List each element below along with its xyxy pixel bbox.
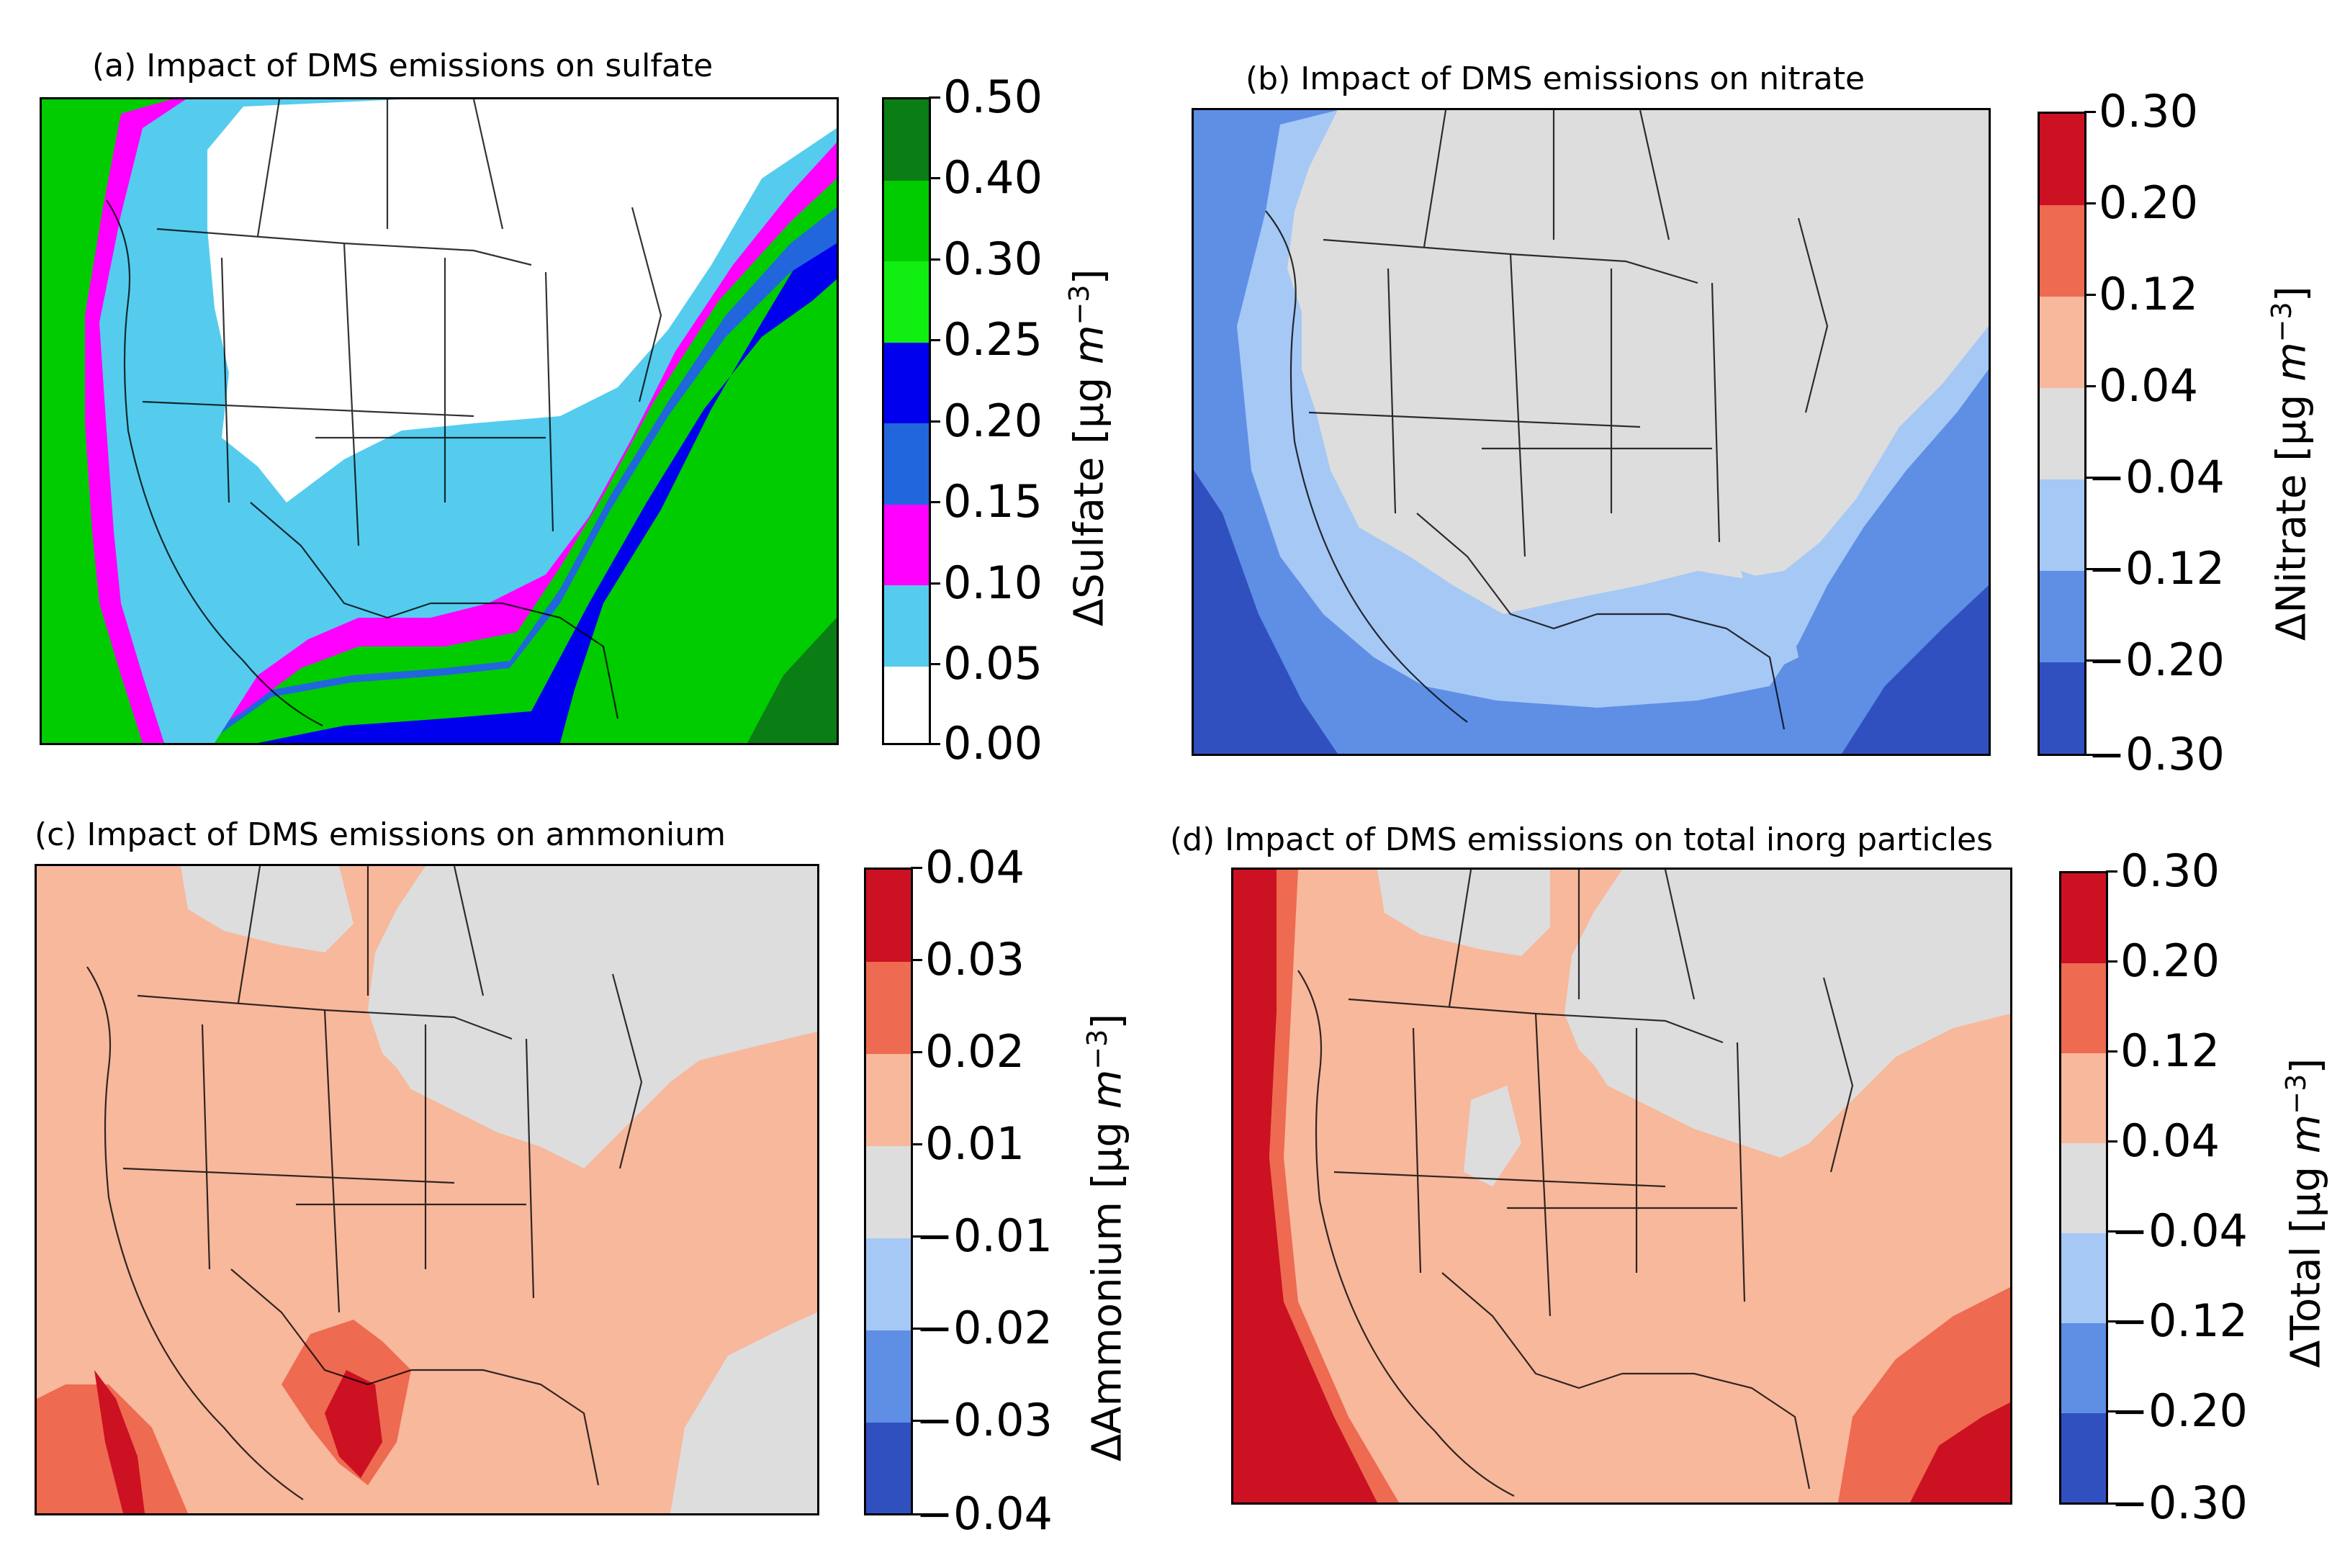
cbar-c-tick-label: −0.02	[916, 1302, 1053, 1354]
cbar-a-tick-label: 0.10	[943, 557, 1043, 609]
cbar-a-seg-6	[884, 504, 929, 585]
cbar-d-tick-label: 0.30	[2120, 844, 2220, 897]
cbar-d-seg-5	[2061, 1233, 2106, 1323]
cbar-a-seg-2	[884, 180, 929, 261]
cbar-b-seg-2	[2040, 205, 2084, 297]
cbar-a-tick-label: 0.25	[943, 313, 1043, 366]
cbar-c-tick-label: −0.01	[916, 1209, 1053, 1262]
cbar-a-tick-label: 0.40	[943, 151, 1043, 204]
cbar-d-tick-label: 0.12	[2120, 1024, 2220, 1077]
cbar-b-seg-6	[2040, 571, 2084, 662]
panel-c-map	[35, 864, 819, 1515]
cbar-b-tick-label: −0.30	[2088, 728, 2225, 780]
cbar-c-tick-label: −0.03	[916, 1394, 1053, 1446]
cbar-c-seg-1	[866, 870, 911, 962]
cbar-d-tick-label: 0.20	[2120, 934, 2220, 987]
cbar-d-tick-label: 0.04	[2120, 1114, 2220, 1167]
cbar-d-seg-6	[2061, 1323, 2106, 1413]
panel-b-colorbar	[2038, 112, 2086, 756]
cbar-d-seg-3	[2061, 1053, 2106, 1143]
cbar-c-tick-label: 0.03	[925, 933, 1025, 986]
cbar-a-tick-label: 0.15	[943, 475, 1043, 528]
cbar-b-tick-label: 0.30	[2099, 85, 2199, 138]
cbar-d-tick-label: −0.12	[2111, 1294, 2248, 1347]
cbar-a-tick-label: 0.50	[943, 71, 1043, 123]
cbar-b-seg-1	[2040, 114, 2084, 205]
cbar-a-seg-7	[884, 585, 929, 667]
panel-a-map	[40, 97, 839, 745]
cbar-a-seg-5	[884, 423, 929, 505]
cbar-a-seg-1	[884, 99, 929, 181]
panel-d-title: (d) Impact of DMS emissions on total ino…	[1170, 821, 1994, 858]
cbar-c-seg-6	[866, 1330, 911, 1423]
cbar-c-tick-label: −0.04	[916, 1487, 1053, 1540]
cbar-d-seg-2	[2061, 963, 2106, 1053]
cbar-d-tick-label: −0.30	[2111, 1477, 2248, 1529]
panel-c-colorbar-label: ΔAmmonium [μg m−3]	[1081, 1013, 1131, 1461]
panel-d-colorbar	[2059, 871, 2108, 1505]
cbar-d-seg-1	[2061, 873, 2106, 963]
cbar-d-seg-7	[2061, 1413, 2106, 1502]
cbar-b-seg-5	[2040, 479, 2084, 571]
cbar-a-seg-4	[884, 342, 929, 423]
cbar-b-tick-label: 0.04	[2099, 359, 2199, 412]
cbar-c-tick-label: 0.02	[925, 1025, 1025, 1078]
cbar-a-seg-8	[884, 666, 929, 743]
cbar-a-tick-label: 0.05	[943, 637, 1043, 690]
cbar-b-seg-4	[2040, 388, 2084, 479]
cbar-c-seg-5	[866, 1238, 911, 1330]
cbar-b-tick-label: −0.04	[2088, 451, 2225, 503]
panel-d-colorbar-label: ΔTotal [μg m−3]	[2280, 1058, 2330, 1368]
cbar-a-tick-label: 0.00	[943, 717, 1043, 770]
cbar-c-tick-label: 0.01	[925, 1117, 1025, 1170]
panel-a-colorbar-label: ΔSulfate [μg m−3]	[1063, 269, 1113, 626]
cbar-a-tick-label: 0.20	[943, 395, 1043, 447]
panel-b-title: (b) Impact of DMS emissions on nitrate	[1246, 60, 1865, 97]
cbar-a-seg-3	[884, 261, 929, 343]
cbar-b-tick-label: −0.12	[2088, 542, 2225, 595]
cbar-a-tick-label: 0.30	[943, 233, 1043, 285]
panel-a-colorbar	[882, 97, 931, 745]
panel-a-title: (a) Impact of DMS emissions on sulfate	[92, 48, 713, 84]
cbar-b-tick-label: 0.20	[2099, 176, 2199, 229]
panel-b-map	[1192, 108, 1991, 756]
cbar-d-tick-label: −0.04	[2111, 1204, 2248, 1257]
panel-b-colorbar-label: ΔNitrate [μg m−3]	[2266, 286, 2315, 641]
cbar-c-seg-2	[866, 962, 911, 1054]
cbar-c-seg-4	[866, 1146, 911, 1238]
panel-c-colorbar	[864, 868, 913, 1515]
panel-d-map	[1231, 868, 2012, 1505]
cbar-b-tick-label: −0.20	[2088, 634, 2225, 686]
cbar-b-seg-7	[2040, 662, 2084, 754]
cbar-d-tick-label: −0.20	[2111, 1384, 2248, 1437]
panel-c-title: (c) Impact of DMS emissions on ammonium	[35, 816, 726, 853]
cbar-b-seg-3	[2040, 297, 2084, 388]
cbar-c-seg-7	[866, 1423, 911, 1513]
cbar-c-tick-label: 0.04	[925, 841, 1025, 893]
cbar-d-seg-4	[2061, 1143, 2106, 1233]
cbar-c-seg-3	[866, 1054, 911, 1146]
cbar-b-tick-label: 0.12	[2099, 268, 2199, 320]
